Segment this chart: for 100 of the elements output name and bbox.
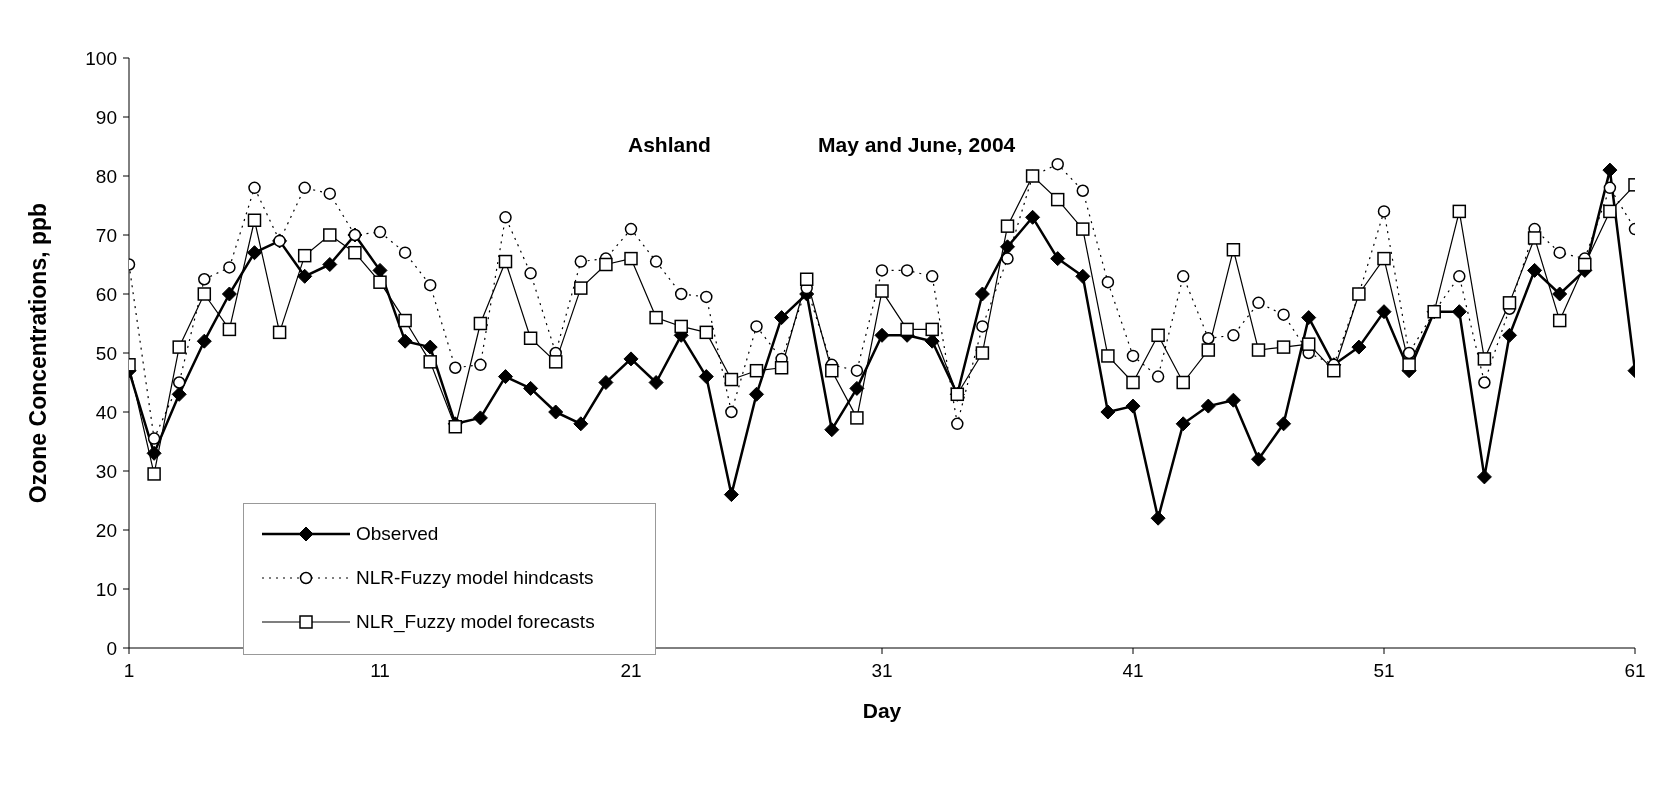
text: Ashland	[628, 133, 711, 157]
point	[724, 372, 739, 387]
x-tick-label: 31	[871, 660, 893, 682]
point	[774, 361, 789, 375]
x-tick-label: 61	[1624, 660, 1646, 682]
point	[248, 181, 261, 195]
y-tick-label: 70	[95, 224, 117, 246]
legend-label: NLR_Fuzzy model forecasts	[356, 611, 595, 633]
point	[147, 467, 161, 481]
x-axis-title: Day	[862, 699, 902, 722]
point	[1101, 349, 1115, 363]
point	[272, 325, 287, 340]
point	[1151, 328, 1165, 343]
point	[699, 325, 714, 340]
point	[850, 364, 864, 377]
y-tick-label: 100	[85, 47, 117, 69]
point	[348, 245, 362, 260]
point	[323, 228, 337, 242]
point	[1051, 157, 1064, 171]
point	[498, 254, 513, 269]
point	[1076, 184, 1090, 197]
y-tick-label: 50	[95, 342, 117, 364]
x-tick-label: 21	[620, 660, 642, 682]
point	[1202, 332, 1215, 345]
point	[1126, 375, 1140, 390]
text: May and June, 2004	[818, 133, 1016, 157]
point	[649, 255, 663, 268]
point	[297, 248, 312, 263]
point	[649, 310, 663, 325]
point	[1377, 251, 1391, 266]
point	[1552, 313, 1567, 328]
point	[674, 287, 688, 301]
point	[1402, 346, 1416, 360]
point	[473, 316, 488, 331]
x-tick-label: 41	[1122, 660, 1144, 682]
point	[1126, 349, 1140, 363]
point	[197, 287, 212, 301]
point	[875, 264, 889, 277]
point	[323, 187, 337, 200]
point	[423, 355, 437, 369]
point	[700, 290, 713, 304]
point	[474, 358, 487, 372]
point	[624, 251, 638, 266]
point	[449, 361, 462, 374]
y-axis-title: Ozone Concentrations, ppb	[25, 202, 52, 504]
point	[624, 222, 638, 236]
point	[1603, 181, 1617, 195]
legend-label: Observed	[356, 523, 439, 545]
point	[1227, 329, 1240, 342]
point	[1276, 340, 1291, 354]
point	[951, 417, 964, 431]
y-tick-label: 80	[95, 165, 117, 187]
point	[1327, 363, 1341, 378]
point	[1201, 343, 1216, 357]
point	[172, 376, 186, 389]
point	[223, 261, 236, 274]
point	[1176, 270, 1190, 283]
y-tick-label: 10	[95, 578, 117, 600]
point	[147, 432, 161, 445]
point	[298, 181, 311, 195]
point	[925, 270, 939, 283]
point	[850, 411, 864, 425]
point	[825, 363, 839, 378]
point	[373, 225, 387, 239]
point	[799, 272, 814, 286]
point	[1477, 352, 1492, 366]
point	[1502, 296, 1517, 310]
y-tick-label: 20	[95, 519, 117, 541]
point	[674, 319, 688, 334]
point	[574, 281, 588, 295]
point	[247, 213, 262, 227]
point	[1402, 358, 1416, 372]
y-tick-label: 90	[95, 106, 117, 128]
point	[725, 405, 738, 419]
point	[1478, 376, 1491, 389]
point	[398, 313, 412, 328]
point	[448, 420, 463, 434]
point	[574, 255, 588, 268]
point	[1453, 270, 1466, 283]
point	[1377, 205, 1391, 218]
point	[749, 363, 764, 378]
point	[1603, 204, 1617, 219]
point	[1050, 192, 1065, 207]
x-tick-label: 51	[1373, 660, 1395, 682]
point	[398, 246, 412, 259]
point	[1553, 246, 1566, 259]
point	[900, 322, 914, 337]
point	[548, 355, 563, 369]
y-tick-label: 40	[95, 401, 117, 423]
y-tick-label: 0	[106, 637, 117, 659]
point	[1101, 275, 1115, 289]
point	[1176, 375, 1190, 390]
point	[523, 331, 538, 345]
point	[1251, 343, 1266, 357]
point	[1001, 252, 1014, 265]
point	[1226, 243, 1241, 257]
point	[1076, 222, 1090, 236]
x-tick-label: 1	[123, 660, 135, 682]
point	[875, 284, 889, 298]
point	[373, 275, 387, 289]
